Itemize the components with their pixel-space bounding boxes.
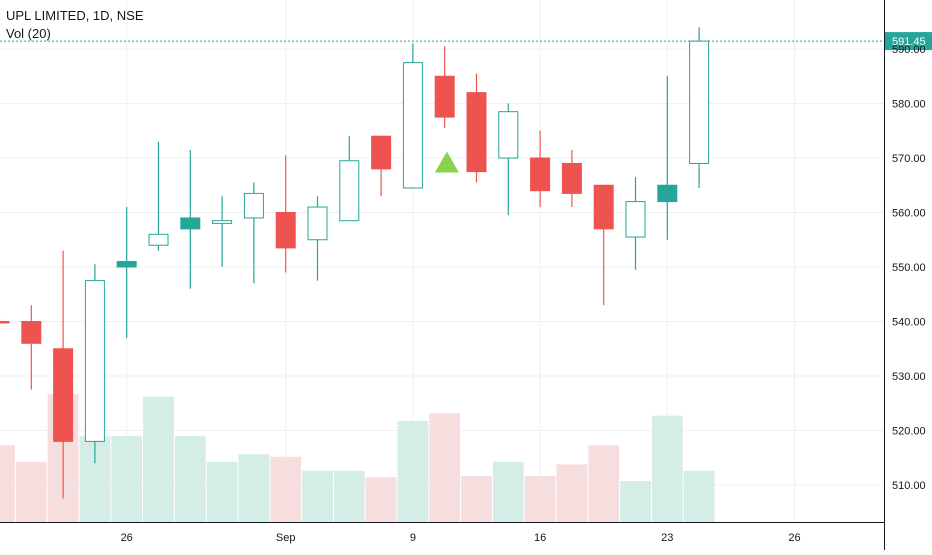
price-tick-label: 540.00	[892, 317, 926, 329]
volume-bar	[333, 470, 365, 522]
volume-bar	[397, 420, 429, 522]
candle-body	[307, 206, 328, 241]
candle-body	[625, 201, 646, 238]
volume-bar	[270, 456, 302, 522]
marker-layer	[434, 151, 459, 173]
volume-bar	[429, 413, 461, 522]
volume-bar	[556, 464, 588, 522]
volume-bar	[588, 445, 620, 522]
volume-bar	[111, 436, 143, 522]
candle-body	[21, 321, 42, 344]
candle-body	[180, 217, 201, 230]
current-price-badge	[884, 32, 932, 51]
time-tick-label: 9	[410, 532, 416, 544]
volume-bar	[524, 475, 556, 522]
candle-body	[689, 40, 710, 164]
candle-body	[466, 92, 487, 173]
candle-body	[148, 233, 169, 246]
candle-body	[371, 135, 392, 170]
volume-bar	[15, 461, 47, 522]
candle-body	[53, 348, 74, 442]
volume-bar	[620, 481, 651, 522]
price-tick-label: 520.00	[892, 426, 926, 438]
volume-bar	[206, 461, 238, 522]
candle-body	[116, 261, 137, 268]
candle-body	[243, 192, 264, 219]
price-tick-label: 510.00	[892, 480, 926, 492]
time-tick-label: 23	[661, 532, 673, 544]
price-tick-label: 590.00	[892, 44, 926, 56]
current-price-label: 591.45	[892, 36, 926, 48]
candle-body	[84, 280, 105, 442]
price-tick-label: 560.00	[892, 208, 926, 220]
volume-bar	[492, 461, 524, 522]
time-tick-label: 26	[121, 532, 133, 544]
candle-layer	[0, 27, 710, 499]
time-tick-label: Sep	[276, 532, 296, 544]
price-tick-label: 530.00	[892, 371, 926, 383]
volume-layer	[0, 394, 715, 522]
volume-bar	[238, 454, 270, 522]
volume-bar	[651, 415, 683, 522]
volume-indicator-label: Vol (20)	[6, 26, 51, 41]
candle-body	[275, 212, 296, 249]
candle-body	[593, 184, 614, 230]
price-tick-label: 580.00	[892, 99, 926, 111]
candle-body	[530, 157, 551, 192]
candle-body	[657, 184, 678, 203]
price-tick-label: 570.00	[892, 153, 926, 165]
price-line-layer: 591.45	[0, 32, 932, 51]
candle-body	[498, 111, 519, 159]
volume-bar	[683, 470, 715, 522]
volume-bar	[174, 436, 206, 522]
volume-bar	[461, 475, 492, 522]
time-tick-label: 16	[534, 532, 546, 544]
candle-body	[0, 321, 10, 324]
volume-bar	[0, 445, 15, 522]
candle-body	[402, 62, 423, 189]
candle-body	[434, 75, 455, 118]
volume-bar	[143, 396, 174, 522]
buy-signal-triangle-icon	[434, 151, 459, 173]
time-tick-label: 26	[788, 532, 800, 544]
chart-title: UPL LIMITED, 1D, NSE	[6, 8, 144, 23]
price-tick-label: 550.00	[892, 262, 926, 274]
volume-bar	[365, 477, 397, 522]
candle-body	[339, 160, 360, 222]
candle-body	[212, 220, 233, 224]
volume-bar	[302, 470, 333, 522]
candle-body	[561, 162, 582, 194]
